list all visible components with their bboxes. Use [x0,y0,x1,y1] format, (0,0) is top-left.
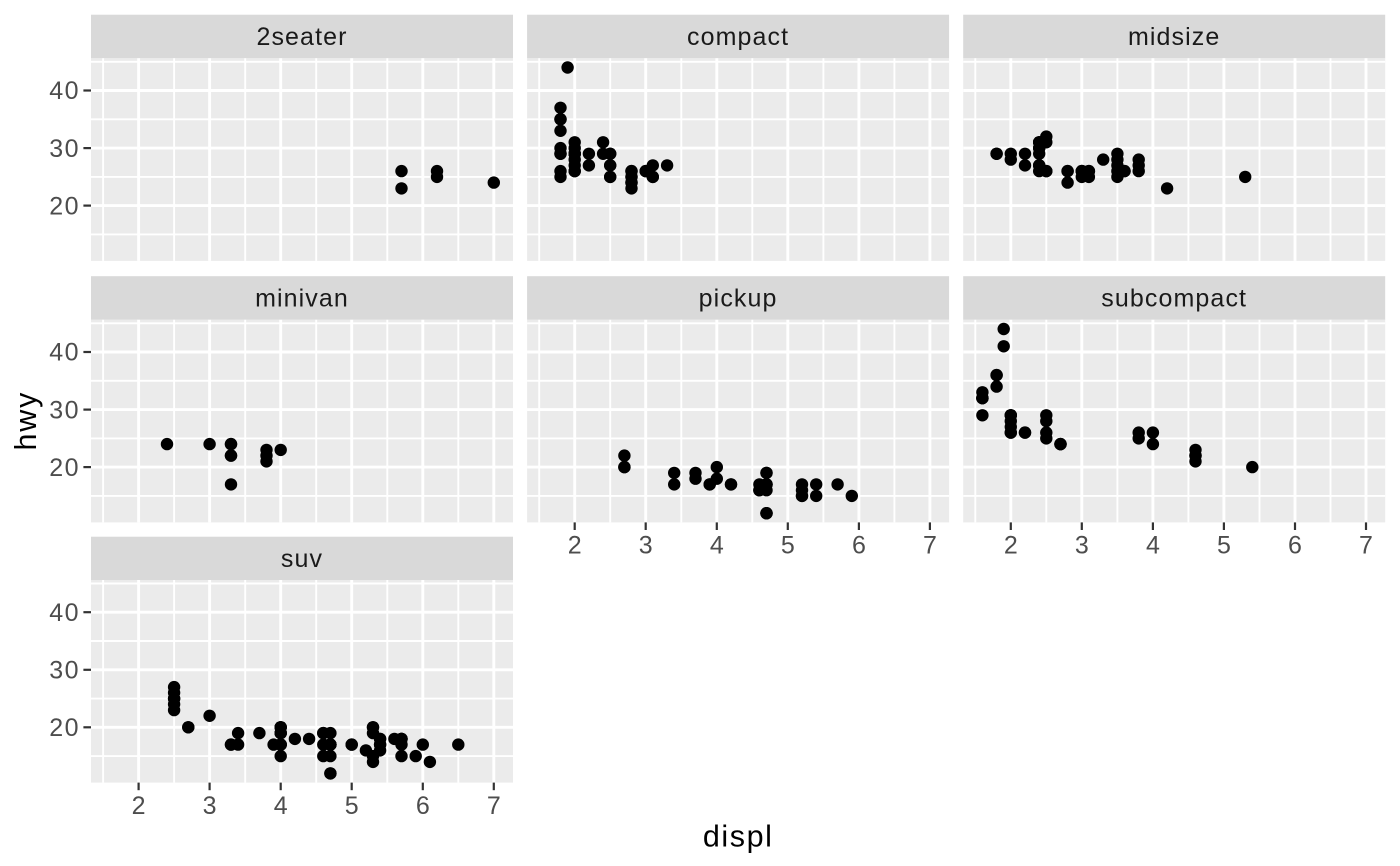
svg-text:3: 3 [203,792,217,820]
svg-text:40: 40 [49,77,80,105]
svg-text:6: 6 [1288,532,1302,560]
svg-text:4: 4 [710,532,724,560]
svg-text:suv: suv [281,545,323,573]
svg-text:pickup: pickup [699,285,778,313]
svg-text:6: 6 [416,792,430,820]
svg-text:2: 2 [1004,532,1018,560]
svg-text:5: 5 [1217,532,1231,560]
svg-text:7: 7 [923,532,937,560]
svg-text:2seater: 2seater [256,23,347,51]
svg-text:40: 40 [49,339,80,367]
svg-text:20: 20 [49,714,80,742]
svg-text:compact: compact [687,23,789,51]
svg-text:3: 3 [639,532,653,560]
svg-text:5: 5 [345,792,359,820]
svg-text:30: 30 [49,396,80,424]
svg-text:minivan: minivan [255,285,349,313]
svg-text:4: 4 [274,792,288,820]
svg-text:7: 7 [1359,532,1373,560]
svg-text:20: 20 [49,192,80,220]
svg-text:20: 20 [49,454,80,482]
svg-text:40: 40 [49,599,80,627]
svg-text:3: 3 [1075,532,1089,560]
svg-text:hwy: hwy [9,391,43,451]
svg-text:30: 30 [49,135,80,163]
svg-text:6: 6 [852,532,866,560]
svg-text:7: 7 [487,792,501,820]
svg-text:5: 5 [781,532,795,560]
svg-text:2: 2 [568,532,582,560]
svg-text:displ: displ [703,819,774,853]
svg-text:2: 2 [132,792,146,820]
svg-text:4: 4 [1146,532,1160,560]
svg-text:midsize: midsize [1128,23,1220,51]
svg-text:30: 30 [49,657,80,685]
svg-text:subcompact: subcompact [1101,285,1247,313]
